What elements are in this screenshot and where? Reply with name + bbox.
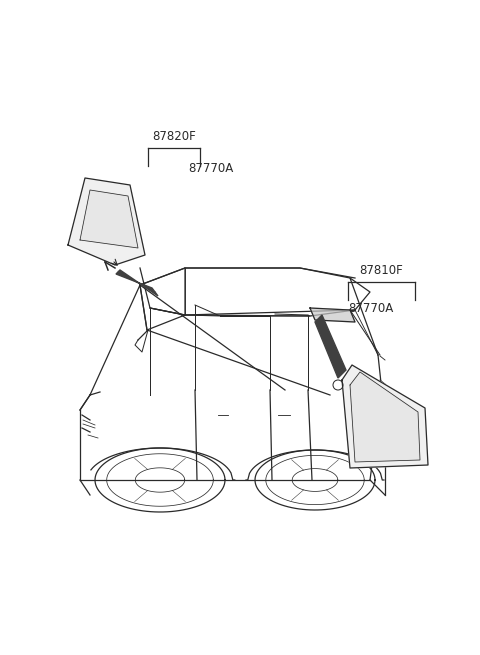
Text: 87770A: 87770A (188, 162, 233, 175)
Polygon shape (315, 315, 346, 378)
Polygon shape (342, 365, 428, 468)
Text: 87810F: 87810F (359, 264, 403, 277)
Polygon shape (350, 372, 420, 462)
Text: 87820F: 87820F (152, 130, 196, 143)
Polygon shape (310, 308, 355, 322)
Polygon shape (80, 190, 138, 248)
Polygon shape (68, 178, 145, 265)
Polygon shape (116, 270, 158, 296)
Text: 87770A: 87770A (348, 302, 393, 315)
